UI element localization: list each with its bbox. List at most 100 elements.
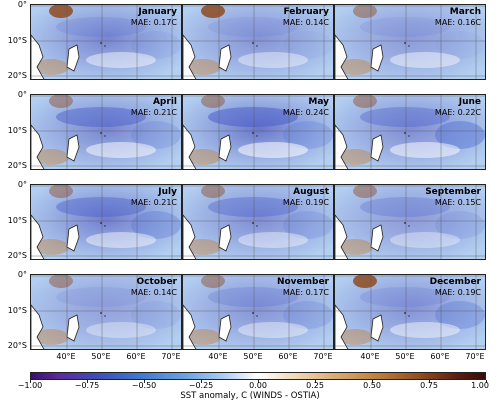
cold-anomaly-band: [56, 107, 146, 127]
cold-anomaly-band: [56, 197, 146, 217]
anomaly-field: [183, 275, 333, 349]
map-panel-december: December MAE: 0.19C: [334, 274, 486, 350]
map-panel-july: July MAE: 0.21C: [30, 184, 182, 260]
sst-field: [31, 275, 181, 349]
africa-coast: [335, 214, 349, 259]
warm-anomaly-coastal: [185, 149, 221, 165]
island-marker: [104, 225, 106, 227]
panel-mae-label: MAE: 0.16C: [434, 18, 481, 27]
panel-month-title: November: [276, 277, 329, 287]
madagascar: [218, 314, 232, 342]
colorbar-tick-mark: [429, 380, 430, 383]
madagascar: [66, 134, 80, 162]
island-marker: [100, 222, 102, 224]
colorbar-tick-label: 0.75: [420, 381, 438, 390]
panel-mae-label: MAE: 0.24C: [282, 108, 329, 117]
neutral-band: [390, 232, 460, 248]
sst-field: [183, 95, 333, 169]
island-marker: [252, 312, 254, 314]
longitude-label: 70°E: [465, 352, 485, 361]
africa-coast: [183, 34, 197, 79]
island-marker: [404, 132, 406, 134]
island-marker: [252, 132, 254, 134]
island-marker: [104, 135, 106, 137]
latitude-label: 20°S: [7, 341, 27, 350]
latitude-label: 0°: [17, 90, 27, 99]
colorbar-tick-label: 0.25: [306, 381, 324, 390]
cold-anomaly-patch: [283, 121, 333, 149]
madagascar: [370, 224, 384, 252]
cold-anomaly-patch: [131, 121, 181, 149]
latitude-label: 0°: [17, 180, 27, 189]
island-marker: [404, 222, 406, 224]
colorbar-tick-mark: [144, 380, 145, 383]
panel-mae-label: MAE: 0.15C: [434, 198, 481, 207]
warm-anomaly-coastal: [337, 239, 373, 255]
madagascar: [370, 44, 384, 72]
panel-month-title: February: [283, 7, 329, 17]
sst-field: [335, 275, 485, 349]
map-panel-may: May MAE: 0.24C: [182, 94, 334, 170]
latitude-label: 10°S: [7, 126, 27, 135]
island-marker: [100, 42, 102, 44]
cold-anomaly-band: [360, 17, 450, 37]
colorbar-label: SST anomaly, C (WINDS - OSTIA): [180, 391, 320, 401]
madagascar: [370, 134, 384, 162]
colorbar-tick-mark: [87, 380, 88, 383]
cold-anomaly-patch: [131, 31, 181, 59]
colorbar-tick-mark: [486, 380, 487, 383]
cold-anomaly-patch: [435, 121, 485, 149]
colorbar-tick-label: −0.50: [131, 381, 157, 390]
island-marker: [408, 315, 410, 317]
panel-mae-label: MAE: 0.22C: [434, 108, 481, 117]
map-panel-january: January MAE: 0.17C: [30, 4, 182, 80]
longitude-label: 50°E: [243, 352, 263, 361]
longitude-label: 50°E: [91, 352, 111, 361]
madagascar: [66, 314, 80, 342]
panel-mae-label: MAE: 0.14C: [130, 288, 177, 297]
cold-anomaly-patch: [435, 301, 485, 329]
colorbar-tick-label: 0.50: [363, 381, 381, 390]
madagascar: [66, 224, 80, 252]
neutral-band: [86, 322, 156, 338]
longitude-label: 40°E: [56, 352, 76, 361]
longitude-label: 40°E: [360, 352, 380, 361]
sst-field: [335, 5, 485, 79]
island-marker: [256, 315, 258, 317]
warm-anomaly-coastal: [185, 329, 221, 345]
panel-mae-label: MAE: 0.21C: [130, 108, 177, 117]
africa-coast: [183, 214, 197, 259]
panel-month-title: January: [138, 7, 177, 17]
cold-anomaly-patch: [131, 211, 181, 239]
longitude-label: 50°E: [395, 352, 415, 361]
neutral-band: [86, 52, 156, 68]
warm-anomaly-coastal: [337, 329, 373, 345]
warm-anomaly-coastal: [33, 59, 69, 75]
latitude-label: 20°S: [7, 161, 27, 170]
latitude-label: 10°S: [7, 216, 27, 225]
anomaly-field: [335, 185, 485, 259]
island-marker: [256, 225, 258, 227]
africa-coast: [31, 124, 45, 169]
map-panel-april: April MAE: 0.21C: [30, 94, 182, 170]
neutral-band: [238, 52, 308, 68]
africa-coast: [31, 304, 45, 349]
panel-mae-label: MAE: 0.14C: [282, 18, 329, 27]
neutral-band: [86, 232, 156, 248]
cold-anomaly-patch: [283, 211, 333, 239]
africa-coast: [183, 124, 197, 169]
neutral-band: [390, 322, 460, 338]
island-marker: [100, 132, 102, 134]
island-marker: [408, 135, 410, 137]
colorbar-tick-mark: [201, 380, 202, 383]
africa-coast: [31, 214, 45, 259]
island-marker: [408, 45, 410, 47]
sst-field: [183, 5, 333, 79]
cold-anomaly-patch: [131, 301, 181, 329]
warm-anomaly-coastal: [337, 149, 373, 165]
panel-mae-label: MAE: 0.17C: [282, 288, 329, 297]
island-marker: [256, 135, 258, 137]
cold-anomaly-band: [56, 17, 146, 37]
island-marker: [104, 45, 106, 47]
